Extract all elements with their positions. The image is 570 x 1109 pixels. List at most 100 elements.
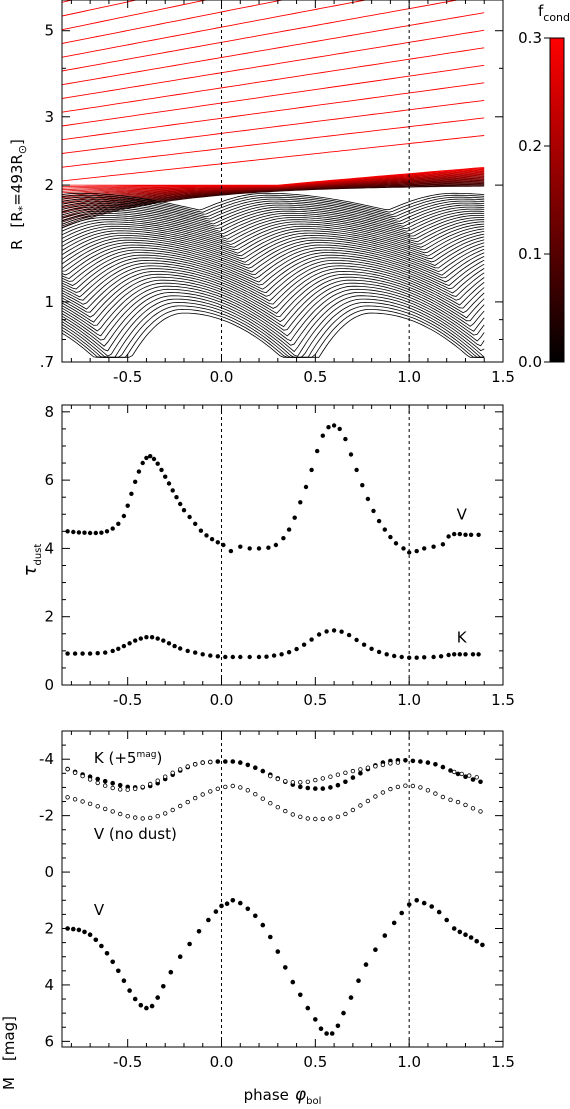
data-point (335, 814, 341, 819)
data-point (155, 814, 160, 819)
data-point (200, 652, 205, 657)
data-point (403, 783, 408, 788)
data-point (136, 469, 142, 474)
y-tick-label: .7 (40, 353, 54, 371)
data-point (320, 433, 325, 438)
data-point (393, 541, 399, 546)
outer-shell-line (62, 29, 485, 99)
data-point (348, 452, 354, 457)
data-point (87, 801, 93, 806)
data-point (174, 495, 179, 500)
data-point (266, 545, 271, 550)
data-point (177, 767, 183, 772)
data-point (391, 920, 397, 926)
data-point (358, 767, 363, 772)
data-point (196, 929, 202, 934)
data-point (384, 652, 389, 657)
data-point (448, 797, 453, 802)
data-point (110, 648, 115, 654)
data-point (283, 779, 288, 784)
data-point (71, 926, 76, 932)
colorbar-label-sub: cond (543, 11, 570, 24)
data-point (350, 775, 356, 780)
inner-shell-line (62, 230, 485, 257)
data-point (238, 785, 243, 790)
data-point (147, 781, 153, 787)
data-point (403, 758, 408, 763)
inner-shell-line (62, 247, 485, 280)
data-point (161, 984, 166, 989)
data-point (365, 496, 371, 502)
data-point (117, 811, 123, 817)
data-point (253, 792, 258, 797)
data-point (245, 788, 250, 793)
k-series-label: K (+5mag) (94, 749, 162, 767)
data-point (376, 518, 382, 524)
data-point (125, 814, 130, 819)
inner-shell-line (62, 298, 485, 358)
data-point (410, 758, 416, 764)
y-tick-label: 6 (44, 1032, 54, 1050)
data-point (298, 500, 303, 505)
data-point (275, 805, 280, 810)
data-point (268, 934, 273, 940)
data-point (361, 642, 367, 647)
data-point (166, 641, 172, 646)
data-point (140, 460, 145, 466)
data-point (380, 790, 386, 795)
outer-shell-line (62, 117, 485, 168)
data-point (209, 537, 215, 542)
data-point (192, 795, 198, 801)
data-point (95, 780, 100, 786)
data-point (166, 481, 172, 486)
data-point (110, 780, 115, 786)
outer-shell-line (62, 135, 485, 182)
y-tick-label: 3 (44, 108, 54, 126)
inner-shell-line (62, 285, 485, 337)
data-point (418, 785, 423, 790)
data-point (121, 513, 127, 519)
k-series-label-text: K (+5 (94, 749, 137, 767)
series-points (65, 759, 479, 792)
data-point (65, 795, 70, 800)
plot-frame (61, 404, 504, 686)
data-point (476, 532, 481, 537)
data-point (110, 785, 115, 791)
data-point (298, 784, 303, 790)
data-point (414, 898, 420, 903)
inner-shell-line (62, 200, 485, 220)
inner-shell-line (62, 242, 485, 273)
plot-frame (61, 0, 504, 363)
data-point (436, 909, 442, 915)
data-point (431, 654, 436, 660)
inner-shell-line (62, 273, 485, 319)
data-point (467, 773, 472, 778)
y-tick-label: 5 (44, 22, 54, 40)
data-point (117, 787, 123, 792)
series-k-points (65, 628, 481, 660)
data-point (440, 794, 446, 800)
data-point (82, 929, 87, 935)
data-point (161, 638, 166, 643)
data-point (286, 527, 292, 532)
data-point (208, 653, 213, 658)
data-point (193, 521, 198, 526)
outer-shell-line (62, 47, 485, 113)
data-point (459, 771, 464, 777)
data-point (275, 776, 280, 782)
data-point (76, 530, 82, 535)
inner-shell-line (62, 239, 485, 270)
data-point (331, 628, 337, 633)
data-point (392, 653, 397, 659)
data-point (228, 548, 234, 554)
data-point (230, 783, 235, 789)
inner-shell-line (62, 223, 485, 248)
data-point (65, 766, 70, 772)
data-point (309, 467, 314, 473)
data-point (253, 913, 258, 919)
data-point (407, 550, 412, 555)
y-tick-label: 4 (44, 976, 54, 994)
data-point (116, 521, 121, 526)
inner-shell-line (62, 215, 485, 237)
data-point (324, 1031, 329, 1036)
